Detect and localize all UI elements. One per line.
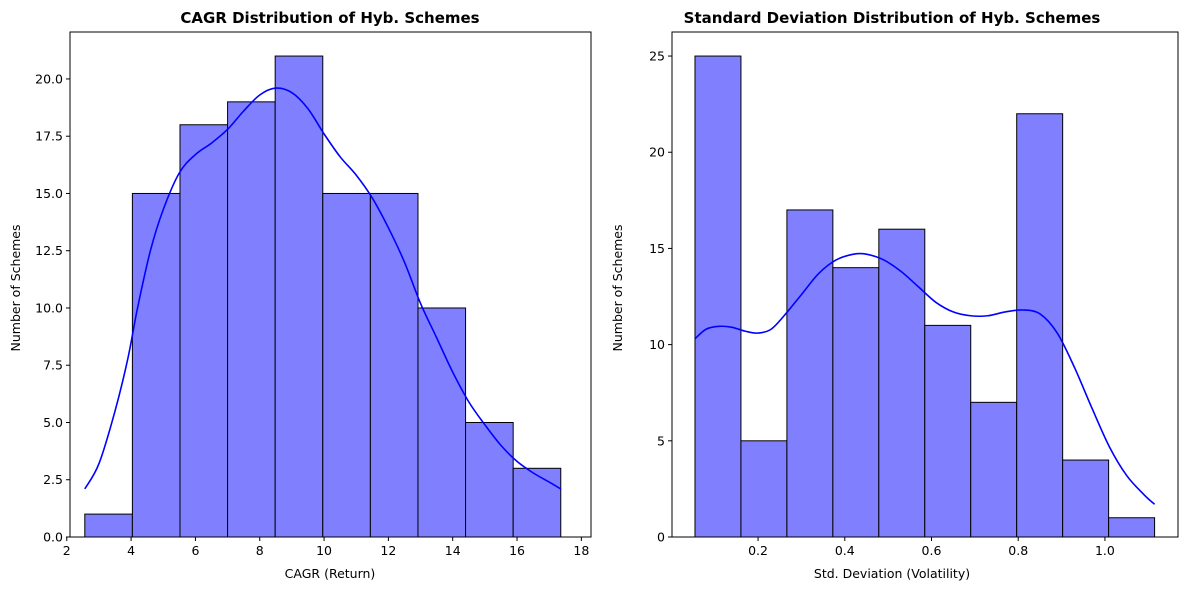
y-tick-label: 5 [657, 433, 665, 448]
y-tick-label: 25 [649, 49, 665, 64]
histogram-bar [970, 401, 1018, 538]
chart-title: CAGR Distribution of Hyb. Schemes [180, 9, 479, 27]
axes-group: 2 4 6 8 10 12 14 16 18 0.0 2.5 5.0 7.5 10.0 12.5 15.0 17… [35, 31, 592, 558]
bars-group [84, 55, 562, 538]
x-tick-label: 18 [573, 543, 589, 558]
y-tick-label: 12.5 [35, 243, 63, 258]
cagr-histogram-chart: CAGR Distribution of Hyb. Schemes 2 4 6 8 10… [8, 9, 592, 581]
x-tick-label: 2 [63, 543, 71, 558]
x-axis-label: CAGR (Return) [285, 566, 376, 581]
y-tick-label: 10.0 [35, 300, 63, 315]
histogram-bar [1016, 113, 1064, 538]
x-tick-label: 0.2 [748, 543, 768, 558]
x-tick-label: 6 [191, 543, 199, 558]
kde-group [694, 252, 1156, 505]
plot-frame [671, 31, 1179, 538]
histogram-bar [322, 192, 371, 538]
x-tick-label: 14 [445, 543, 461, 558]
histogram-bar [227, 101, 276, 538]
kde-curve [694, 252, 1156, 505]
y-tick-label: 15.0 [35, 186, 63, 201]
histogram-bar [1062, 459, 1110, 538]
histogram-bar [512, 467, 562, 538]
y-tick-label: 5.0 [43, 415, 63, 430]
x-tick-label: 4 [127, 543, 135, 558]
y-tick-label: 0 [657, 530, 665, 545]
x-tick-label: 12 [380, 543, 396, 558]
y-tick-label: 7.5 [43, 358, 63, 373]
y-tick-label: 20 [649, 145, 665, 160]
kde-curve [84, 87, 562, 490]
x-tick-label: 0.6 [922, 543, 942, 558]
axes-group: 0.2 0.4 0.6 0.8 1.0 0 5 10 15 20 25 [649, 31, 1179, 558]
y-tick-label: 15 [649, 241, 665, 256]
histogram-bar [369, 192, 419, 538]
histogram-bar [786, 209, 834, 538]
histogram-bar [1108, 517, 1156, 538]
y-tick-label: 20.0 [35, 71, 63, 86]
x-tick-label: 8 [256, 543, 264, 558]
histogram-bar [179, 124, 229, 538]
x-axis-label: Std. Deviation (Volatility) [814, 566, 970, 581]
histogram-bar [694, 55, 742, 538]
plot-frame [69, 31, 592, 538]
bars-group [694, 55, 1156, 538]
histogram-bar [740, 440, 788, 538]
histogram-bar [465, 421, 514, 538]
chart-title: Standard Deviation Distribution of Hyb. … [684, 9, 1101, 27]
histogram-bar [274, 55, 324, 538]
histogram-bar [84, 513, 133, 538]
y-tick-label: 10 [649, 337, 665, 352]
histogram-bar [924, 324, 972, 538]
x-tick-label: 10 [316, 543, 332, 558]
x-tick-label: 0.4 [835, 543, 855, 558]
y-tick-label: 0.0 [43, 530, 63, 545]
y-axis-label: Number of Schemes [8, 224, 23, 351]
y-tick-label: 17.5 [35, 129, 63, 144]
histogram-bar [417, 307, 467, 538]
histogram-bar [131, 192, 181, 538]
kde-group [84, 87, 562, 490]
x-tick-label: 16 [509, 543, 525, 558]
histogram-bar [832, 267, 880, 538]
std-deviation-histogram-chart: Standard Deviation Distribution of Hyb. … [610, 9, 1179, 581]
histogram-bar [878, 228, 926, 538]
x-tick-label: 1.0 [1095, 543, 1115, 558]
x-tick-label: 0.8 [1008, 543, 1028, 558]
y-axis-label: Number of Schemes [610, 224, 625, 351]
y-tick-label: 2.5 [43, 472, 63, 487]
